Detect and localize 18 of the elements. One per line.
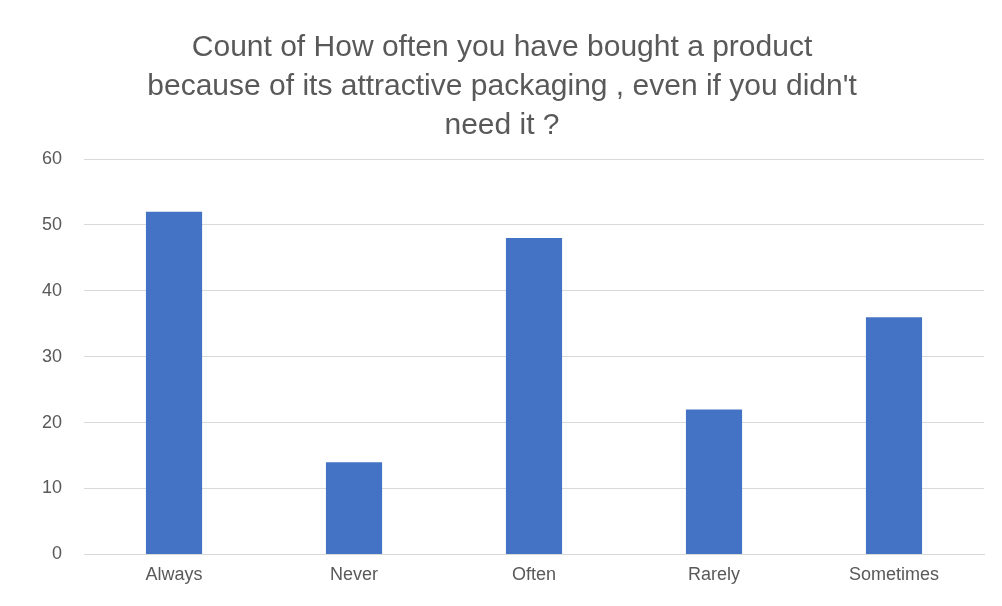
x-tick-label: Never [330, 564, 379, 585]
x-tick-label: Sometimes [848, 564, 940, 585]
bar [145, 211, 203, 554]
bar [865, 317, 923, 554]
bar [685, 409, 743, 554]
x-tick-label: Always [145, 564, 203, 585]
y-tick-label: 40 [41, 279, 63, 300]
y-tick-label: 60 [41, 147, 63, 168]
y-tick-label: 20 [41, 411, 63, 432]
x-tick-label: Rarely [688, 564, 741, 585]
chart-title: Count of How often you have bought a product because of its attractive packaging , even if you didn't need it ? [147, 28, 858, 140]
y-tick-label: 0 [52, 543, 63, 564]
y-tick-label: 50 [41, 213, 63, 234]
y-tick-label: 10 [41, 477, 63, 498]
x-tick-label: Often [512, 564, 557, 585]
bar [505, 238, 563, 554]
bar [325, 462, 383, 554]
y-tick-label: 30 [41, 345, 63, 366]
